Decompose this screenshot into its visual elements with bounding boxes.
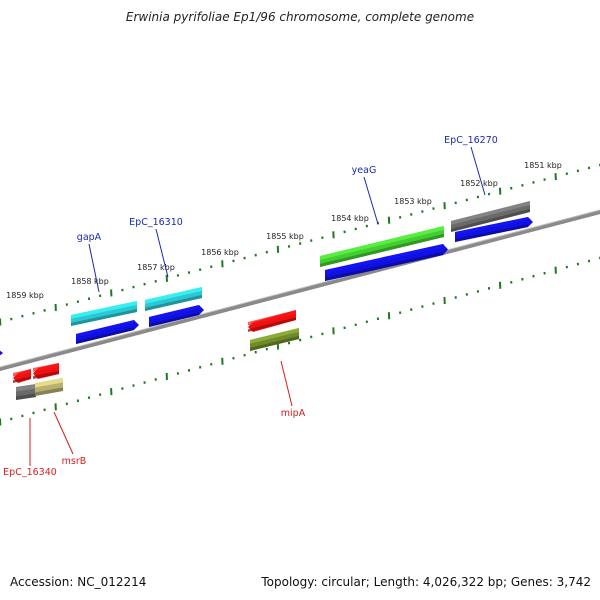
scale-label: 1854 kbp	[331, 214, 369, 223]
gene-shadow	[455, 224, 528, 242]
scale-label: 1852 kbp	[460, 179, 498, 188]
scale-label: 1858 kbp	[71, 277, 109, 286]
map-title: Erwinia pyrifoliae Ep1/96 chromosome, co…	[125, 10, 475, 24]
gene-shadow	[250, 335, 299, 351]
gene-highlight	[145, 287, 202, 304]
scale-label: 1851 kbp	[524, 161, 562, 170]
gene-feature-cyan-EpC_16310[interactable]	[145, 287, 202, 311]
gene-feature-gray-2[interactable]	[16, 384, 36, 400]
gene-feature-red-2[interactable]	[33, 363, 59, 379]
genome-backbone-highlight	[0, 209, 600, 368]
gene-feature-gray-1[interactable]	[451, 201, 530, 232]
gene-feature-green-yeaG[interactable]	[320, 226, 444, 267]
scale-label: 1857 kbp	[137, 263, 175, 272]
gene-highlight	[250, 328, 299, 344]
scale-label: 1853 kbp	[394, 197, 432, 206]
gene-highlight	[33, 363, 59, 372]
upper-scale-ticks	[0, 163, 600, 326]
lower-scale-ticks	[0, 256, 600, 426]
gene-leader-line	[470, 146, 486, 196]
gene-highlight	[451, 201, 530, 225]
gene-feature-cyan-gapA[interactable]	[71, 301, 137, 326]
gene-leader-line	[53, 411, 74, 455]
gene-highlight	[248, 310, 296, 326]
gene-shadow	[325, 251, 443, 281]
gene-shadow	[248, 317, 296, 332]
scale-label: 1856 kbp	[201, 248, 239, 257]
gene-shadow	[149, 312, 199, 327]
genome-backbone	[0, 210, 600, 371]
gene-leader-line	[155, 228, 169, 278]
gene-shadow	[76, 327, 134, 344]
gene-feature-blue-2[interactable]	[325, 244, 448, 281]
scale-label: 1855 kbp	[266, 232, 304, 241]
gene-label-EpC_16310[interactable]: EpC_16310	[129, 217, 183, 228]
gene-highlight	[35, 378, 63, 388]
gene-shadow	[13, 376, 31, 383]
gene-leader-line	[280, 360, 293, 407]
gene-shadow	[71, 308, 137, 326]
gene-highlight	[320, 226, 444, 260]
gene-feature-blue-1[interactable]	[455, 217, 533, 242]
gene-highlight	[76, 320, 134, 338]
gene-feature-blue-4[interactable]	[76, 320, 139, 344]
gene-feature-red-mipA[interactable]	[248, 310, 296, 332]
gene-label-yeaG[interactable]: yeaG	[352, 165, 377, 176]
gene-shadow	[451, 208, 530, 232]
gene-highlight	[16, 384, 36, 392]
gene-highlight	[149, 305, 199, 321]
scale-label: 1859 kbp	[6, 291, 44, 300]
gene-leader-line	[88, 243, 100, 293]
gene-feature-olive-mipA[interactable]	[250, 328, 299, 351]
gene-shadow	[145, 294, 202, 311]
gene-feature-blue-3[interactable]	[149, 305, 204, 327]
gene-label-EpC_16270[interactable]: EpC_16270	[444, 135, 498, 146]
gene-shadow	[33, 370, 59, 379]
genome-summary-text: Topology: circular; Length: 4,026,322 bp…	[261, 575, 591, 589]
gene-label-gapA[interactable]: gapA	[77, 232, 102, 243]
gene-shadow	[35, 387, 63, 396]
gene-highlight	[455, 217, 528, 236]
gene-highlight	[71, 301, 137, 319]
gene-label-EpC_16340[interactable]: EpC_16340	[3, 467, 57, 478]
gene-body[interactable]	[0, 349, 3, 357]
gene-highlight	[13, 369, 31, 377]
gene-highlight	[325, 244, 443, 274]
gene-leader-line	[363, 176, 379, 225]
gene-shadow	[320, 233, 444, 267]
gene-feature-red-1[interactable]	[13, 369, 31, 383]
accession-text: Accession: NC_012214	[10, 575, 147, 589]
gene-feature-blue-edge[interactable]	[0, 349, 3, 357]
gene-label-msrB[interactable]: msrB	[62, 456, 87, 467]
gene-shadow	[16, 393, 36, 400]
gene-feature-khaki-msrB[interactable]	[35, 378, 63, 396]
gene-label-mipA[interactable]: mipA	[281, 408, 306, 419]
